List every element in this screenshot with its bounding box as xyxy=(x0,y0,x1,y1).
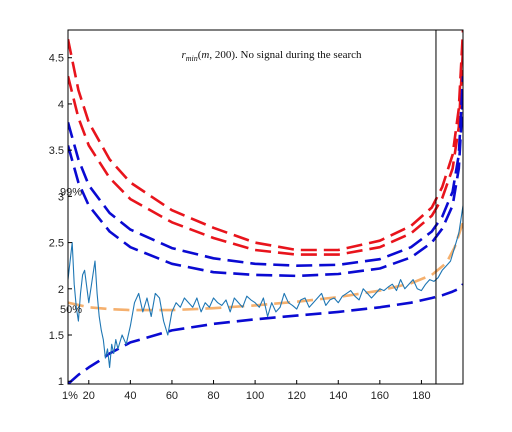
x-tick-label: 20 xyxy=(83,390,95,402)
y-tick-label: 2 xyxy=(58,284,64,296)
y-tick-label: 4 xyxy=(58,99,64,111)
x-tick-label: 160 xyxy=(371,390,389,402)
series-blue-dashed-3 xyxy=(68,94,463,278)
y-tick-label: 1 xyxy=(58,376,64,388)
plot-frame xyxy=(67,29,464,385)
x-tick-label: 120 xyxy=(288,390,306,402)
x-tick-label: 80 xyxy=(207,390,219,402)
percentile-label: 99% xyxy=(60,187,82,199)
chart-title: rmin(m, 200). No signal during the searc… xyxy=(181,49,362,63)
x-tick-label: 40 xyxy=(124,390,136,402)
series-blue-dashed-2 xyxy=(68,76,463,267)
y-tick-label: 3.5 xyxy=(49,145,64,157)
x-tick-label: 180 xyxy=(412,390,430,402)
y-tick-label: 4.5 xyxy=(49,53,64,65)
series-red-dashed-0 xyxy=(68,30,463,252)
y-tick-label: 1.5 xyxy=(49,330,64,342)
x-tick-label: 100 xyxy=(246,390,264,402)
x-tick-label: 60 xyxy=(166,390,178,402)
series-red-dashed-1 xyxy=(68,48,463,256)
percentile-label: 1% xyxy=(62,390,78,402)
y-tick-label: 2.5 xyxy=(49,238,64,250)
x-tick-label: 140 xyxy=(329,390,347,402)
series-orange-dashed-4 xyxy=(68,221,463,312)
percentile-label: 50% xyxy=(60,304,82,316)
series-blue-dashed-5 xyxy=(68,283,463,384)
series-signal-6 xyxy=(68,205,463,368)
y-tick-label: 3 xyxy=(58,191,64,203)
